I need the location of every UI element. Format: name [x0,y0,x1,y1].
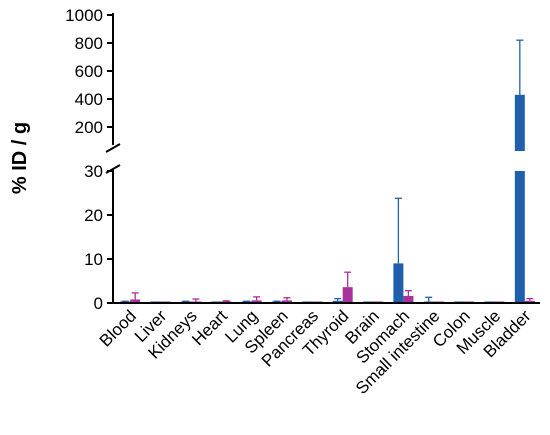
y-tick-label: 800 [75,34,103,53]
bar [393,263,404,303]
y-tick-label: 600 [75,62,103,81]
bars-layer [120,39,535,303]
x-tick-label: Blood [96,306,140,350]
y-tick-label: 0 [94,294,103,313]
y-tick-label: 1000 [65,6,103,25]
bar [403,295,414,303]
bar [332,300,343,303]
bar [514,171,525,303]
y-tick-label: 20 [84,206,103,225]
bar [514,94,525,151]
y-tick-label: 400 [75,90,103,109]
axis-break-mark [105,143,121,153]
x-tick-label: Heart [188,306,231,349]
bar [524,300,535,303]
bar [130,299,141,303]
axis-layer: 0 10 20 30 200 400 600 800 1000 [65,6,540,313]
y-axis-title: % ID / g [9,122,31,194]
labels-layer: BloodLiverKidneysHeartLungSpleenPancreas… [96,306,535,398]
y-tick-label: 30 [84,162,103,181]
bar [342,287,353,303]
y-tick-label: 10 [84,250,103,269]
y-tick-label: 200 [75,118,103,137]
bar [251,300,262,303]
bar [281,300,292,303]
